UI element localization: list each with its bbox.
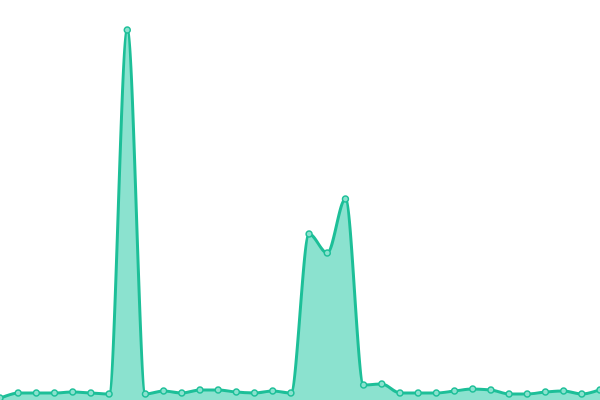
data-point [596,386,600,394]
data-point [214,386,222,394]
data-point [50,389,59,397]
data-point [396,389,404,397]
data-point [87,389,95,397]
data-point [141,390,150,398]
data-point [68,388,77,396]
data-point [196,386,204,394]
data-point [14,389,22,397]
data-point [523,390,532,398]
data-point [450,387,459,395]
data-point [159,387,168,395]
data-point [468,385,477,393]
data-point [232,388,241,396]
data-point [123,26,132,34]
data-point [578,390,586,398]
data-point [105,390,113,398]
data-point [0,394,4,400]
data-point [268,387,277,395]
data-point [432,389,441,397]
data-point [359,381,368,389]
data-point [341,195,350,203]
area-fill [0,30,600,400]
data-point [305,230,313,238]
data-point [487,386,495,394]
data-point [287,389,295,397]
data-point [414,389,422,397]
data-points [0,26,600,400]
data-point [559,387,568,395]
data-point [505,390,513,398]
data-point [250,389,259,397]
data-point [32,389,41,397]
data-point [178,389,186,397]
data-point [378,380,386,388]
data-point [541,388,550,396]
data-point [323,249,332,257]
